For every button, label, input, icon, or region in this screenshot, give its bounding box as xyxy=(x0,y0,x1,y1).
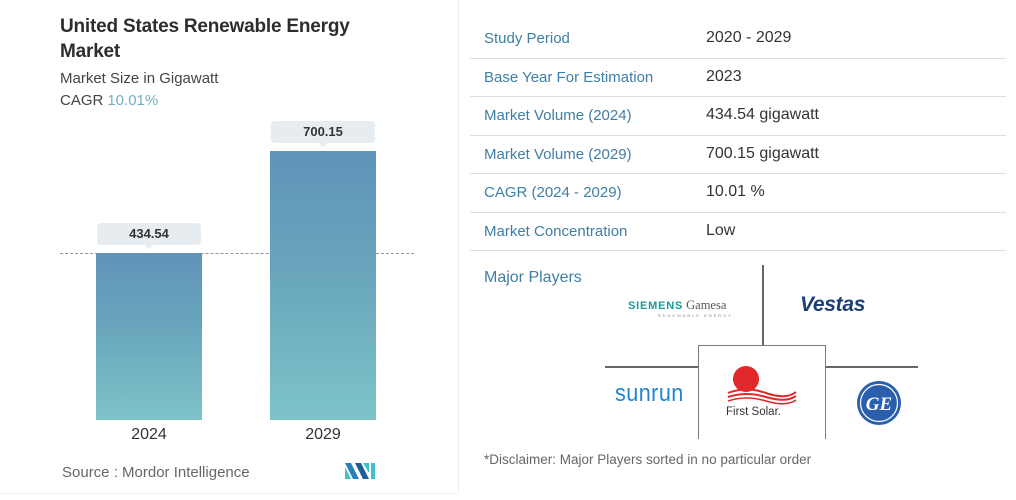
bar-2024 xyxy=(96,253,202,420)
row-value: 10.01 % xyxy=(706,183,765,200)
cagr-value: 10.01% xyxy=(107,92,159,109)
table-row: Market Volume (2024) 434.54 gigawatt xyxy=(470,97,1006,136)
disclaimer-text: *Disclaimer: Major Players sorted in no … xyxy=(484,452,812,467)
chart-title: United States Renewable Energy Market xyxy=(60,16,350,62)
chart-panel: United States Renewable Energy Market Ma… xyxy=(0,0,458,493)
bar-chart: 434.54 700.15 2024 2029 xyxy=(60,120,420,460)
gamesa-text: Gamesa xyxy=(686,298,727,312)
row-key: Market Volume (2029) xyxy=(484,145,632,163)
siemens-tagline: RENEWABLE ENERGY xyxy=(658,313,733,318)
table-row: CAGR (2024 - 2029) 10.01 % xyxy=(470,174,1006,213)
reference-line xyxy=(60,253,414,254)
bar-value-label: 700.15 xyxy=(271,121,375,147)
chart-subtitle: Market Size in Gigawatt xyxy=(60,70,219,87)
row-key: Base Year For Estimation xyxy=(484,68,654,86)
bar-2029 xyxy=(270,151,376,420)
grid-divider-vertical xyxy=(762,265,764,346)
siemens-gamesa-logo: SIEMENS Gamesa RENEWABLE ENERGY xyxy=(628,296,768,318)
source-text: Source : Mordor Intelligence xyxy=(62,464,250,481)
ge-logo-icon: GE xyxy=(857,381,901,425)
svg-text:GE: GE xyxy=(866,394,892,415)
grid-divider-right xyxy=(826,366,918,368)
x-tick-label: 2024 xyxy=(131,426,167,443)
row-key: Market Volume (2024) xyxy=(484,107,632,124)
siemens-text: SIEMENS xyxy=(628,300,684,312)
bottom-divider xyxy=(0,493,458,494)
first-solar-sun-icon xyxy=(727,366,797,405)
row-value: 700.15 gigawatt xyxy=(706,144,819,162)
grid-divider-left xyxy=(605,366,698,368)
row-value: 2023 xyxy=(706,67,742,85)
table-row: Study Period 2020 - 2029 xyxy=(470,20,1006,59)
table-row: Market Volume (2029) 700.15 gigawatt xyxy=(470,136,1006,174)
major-players-title: Major Players xyxy=(484,269,582,286)
sunrun-logo: sunrun xyxy=(615,380,684,407)
bar-value-label: 434.54 xyxy=(97,223,201,249)
row-value: Low xyxy=(706,221,736,239)
cagr-line: CAGR 10.01% xyxy=(60,92,158,109)
table-row: Base Year For Estimation 2023 xyxy=(470,59,1006,97)
mordor-intelligence-logo-icon xyxy=(345,463,375,479)
row-key: Study Period xyxy=(484,30,570,47)
row-key: Market Concentration xyxy=(484,222,628,240)
vestas-logo: Vestas xyxy=(800,293,866,316)
market-summary-table: Study Period 2020 - 2029 Base Year For Es… xyxy=(470,20,1006,251)
table-row: Market Concentration Low xyxy=(470,213,1006,251)
row-value: 434.54 gigawatt xyxy=(706,106,819,123)
first-solar-logo: First Solar. xyxy=(726,366,800,424)
x-tick-label: 2029 xyxy=(305,426,341,443)
cagr-label: CAGR xyxy=(60,92,104,109)
row-key: CAGR (2024 - 2029) xyxy=(484,184,622,201)
row-value: 2020 - 2029 xyxy=(706,29,792,46)
panel-divider xyxy=(458,0,459,493)
first-solar-text: First Solar. xyxy=(726,406,781,418)
